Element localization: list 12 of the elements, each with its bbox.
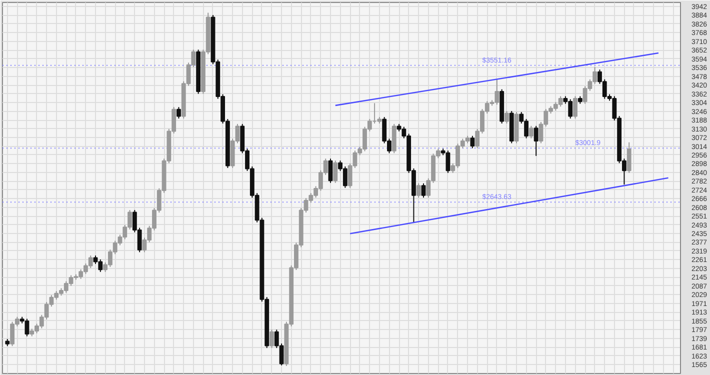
candlestick <box>416 182 421 198</box>
candlestick <box>573 96 578 120</box>
candlestick <box>528 125 534 139</box>
candlestick <box>626 142 632 174</box>
candlestick <box>176 106 181 120</box>
candlestick <box>328 158 333 184</box>
candlestick <box>421 182 426 198</box>
candlestick <box>534 125 538 156</box>
candlestick <box>470 135 475 149</box>
candlestick <box>333 160 338 184</box>
candlestick <box>504 110 509 124</box>
candlestick <box>270 329 274 349</box>
